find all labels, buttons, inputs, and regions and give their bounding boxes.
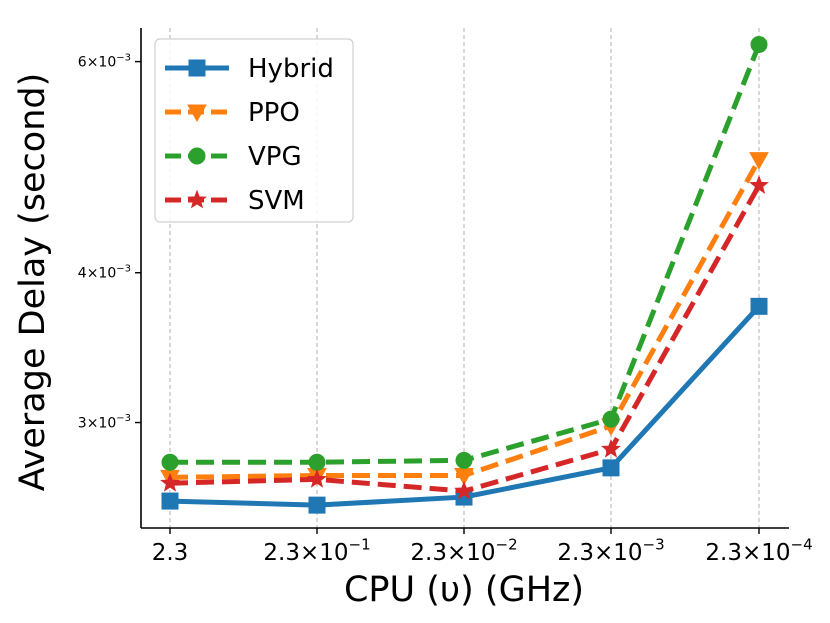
data-point-svm — [601, 438, 621, 458]
y-tick-label-base: 6×10 — [78, 55, 116, 71]
y-tick-label: 4×10−3 — [78, 263, 131, 281]
x-tick-label: 2.3×10−2 — [410, 536, 517, 566]
legend-marker-svm — [187, 189, 207, 209]
x-tick-label-exponent: −4 — [791, 536, 813, 554]
series — [160, 36, 769, 514]
x-tick-label: 2.3×10−1 — [263, 536, 370, 566]
data-point-svm — [454, 480, 474, 500]
legend-marker-hybrid — [188, 59, 206, 77]
y-tick-label-exponent: −3 — [116, 413, 131, 424]
x-tick-label: 2.3×10−3 — [557, 536, 664, 566]
y-tick-label-base: 3×10 — [78, 416, 116, 432]
legend-box — [154, 38, 354, 223]
y-tick-label: 3×10−3 — [78, 413, 131, 431]
x-axis-title: CPU (υ) (GHz) — [344, 570, 584, 610]
data-point-ppo — [749, 152, 769, 170]
y-axis-title: Average Delay (second) — [13, 73, 53, 491]
x-tick-label: 2.3 — [152, 540, 189, 566]
x-tick-label-exponent: −3 — [643, 536, 665, 554]
x-tick-label-base: 2.3×10 — [263, 540, 348, 566]
legend-entries: Hybrid PPO VPG SVM — [165, 54, 334, 216]
x-ticks: 2.3 2.3×10−1 2.3×10−2 2.3×10−3 2.3×10−4 — [152, 528, 813, 566]
legend-item-vpg: VPG — [165, 142, 302, 172]
data-point-hybrid — [308, 496, 326, 514]
data-point-vpg — [455, 451, 473, 469]
data-point-vpg — [308, 453, 326, 471]
y-ticks: 3×10−34×10−36×10−3 — [78, 52, 141, 432]
x-tick-label-base: 2.3×10 — [410, 540, 495, 566]
legend-item-hybrid: Hybrid — [165, 54, 334, 84]
data-point-vpg — [750, 36, 768, 54]
data-point-hybrid — [750, 297, 768, 315]
series-svm — [160, 175, 769, 500]
data-point-svm — [749, 175, 769, 194]
data-point-hybrid — [161, 492, 179, 510]
data-point-hybrid — [602, 459, 620, 477]
y-tick-label-exponent: −3 — [116, 263, 131, 274]
legend-marker-vpg — [188, 147, 206, 165]
legend-label-hybrid: Hybrid — [248, 54, 334, 84]
x-tick-label-exponent: −1 — [349, 536, 371, 554]
legend-item-ppo: PPO — [165, 98, 300, 128]
data-point-vpg — [161, 453, 179, 471]
y-tick-label-base: 4×10 — [78, 266, 116, 282]
legend: Hybrid PPO VPG SVM — [154, 38, 354, 223]
x-tick-label-base: 2.3×10 — [557, 540, 642, 566]
y-tick-label: 6×10−3 — [78, 52, 131, 70]
legend-marker-ppo — [187, 104, 207, 123]
legend-label-vpg: VPG — [248, 142, 302, 172]
legend-label-svm: SVM — [248, 186, 305, 216]
x-tick-label: 2.3×10−4 — [705, 536, 812, 566]
data-point-vpg — [602, 410, 620, 428]
axes — [140, 28, 789, 529]
y-tick-label-exponent: −3 — [116, 52, 131, 63]
x-tick-label-exponent: −2 — [496, 536, 518, 554]
x-tick-label-base: 2.3×10 — [705, 540, 790, 566]
data-point-svm — [307, 468, 327, 488]
legend-item-svm: SVM — [165, 186, 305, 216]
data-point-svm — [160, 472, 180, 492]
legend-label-ppo: PPO — [248, 98, 300, 128]
x-tick-label-base: 2.3 — [152, 540, 189, 566]
series-hybrid — [161, 297, 768, 514]
